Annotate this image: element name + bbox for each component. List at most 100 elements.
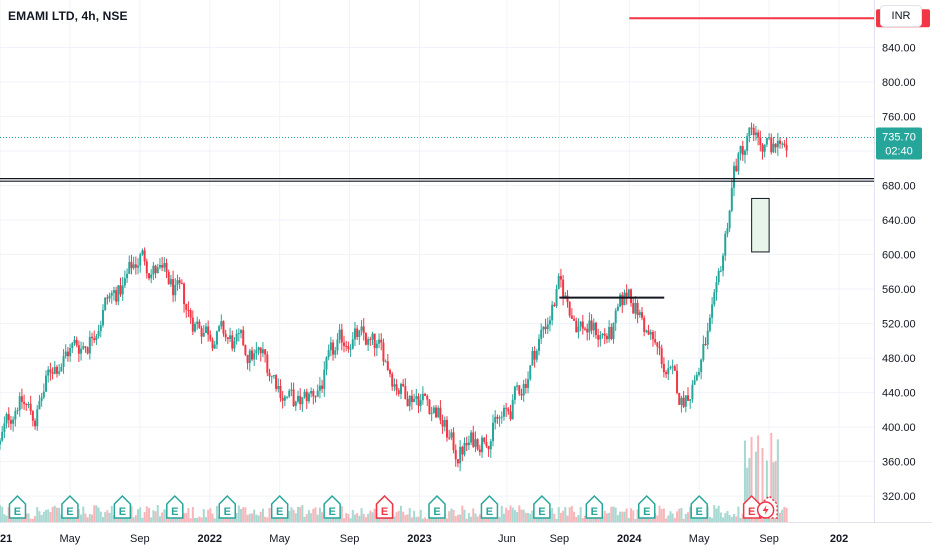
volume-bar	[406, 514, 409, 522]
candle-body	[303, 391, 306, 398]
candle-body	[781, 143, 784, 145]
candle-body	[220, 321, 223, 327]
earnings-marker[interactable]: E	[480, 494, 499, 519]
volume-bar	[676, 511, 679, 522]
volume-bar	[671, 513, 674, 522]
candle-body	[371, 333, 374, 340]
candle-body	[559, 275, 562, 280]
price-axis-bg	[874, 0, 932, 550]
earnings-marker[interactable]: E	[61, 494, 79, 519]
candle-body	[141, 250, 144, 255]
candle-body	[634, 302, 637, 314]
candle-body	[640, 312, 643, 318]
candle-body	[553, 304, 556, 307]
earnings-marker[interactable]: E	[585, 494, 604, 519]
earnings-marker[interactable]: E	[428, 494, 446, 519]
earnings-marker[interactable]: E	[113, 494, 132, 519]
x-tick-label: Sep	[550, 533, 570, 545]
candle-body	[708, 317, 711, 331]
candle-body	[601, 333, 604, 336]
candle-body	[373, 333, 376, 349]
candle-body	[380, 339, 383, 343]
candle-body	[419, 400, 422, 406]
candle-body	[540, 329, 543, 339]
candle-body	[332, 342, 335, 355]
x-tick-label: 2021	[0, 533, 12, 545]
candle-body	[658, 346, 661, 349]
candle-body	[235, 333, 238, 342]
volume-bar	[139, 507, 142, 522]
volume-bar	[185, 512, 188, 522]
earnings-missed-marker[interactable]: E	[375, 494, 394, 519]
volume-bar	[137, 509, 140, 522]
earnings-marker-shape	[690, 494, 708, 519]
y-tick-label: 680.00	[882, 181, 916, 193]
y-tick-label: 520.00	[882, 319, 916, 331]
earnings-marker[interactable]: E	[218, 494, 236, 519]
earnings-marker[interactable]: E	[8, 494, 27, 519]
earnings-marker[interactable]: E	[270, 494, 289, 519]
x-tick-label: Jun	[498, 533, 516, 545]
candle-body	[185, 304, 188, 310]
volume-bar	[619, 511, 622, 522]
earnings-marker[interactable]: E	[533, 494, 551, 519]
volume-bar	[312, 508, 315, 522]
volume-bar	[704, 518, 707, 522]
range-box	[751, 197, 770, 253]
volume-bar	[360, 508, 363, 522]
candle-body	[538, 338, 541, 351]
volume-bar	[86, 517, 89, 522]
candle-body	[191, 317, 194, 332]
volume-bar	[625, 508, 628, 522]
volume-bar	[3, 514, 6, 522]
candle-body	[137, 265, 140, 268]
candle-body	[226, 337, 229, 340]
volume-bar	[746, 467, 749, 522]
candle-body	[86, 347, 89, 354]
volume-bar	[369, 510, 372, 522]
candle-body	[242, 330, 245, 346]
candle-body	[485, 441, 488, 447]
x-tick-label: 2024	[617, 533, 642, 545]
candle-body	[717, 270, 720, 283]
volume-bar	[757, 435, 760, 522]
candle-body	[669, 367, 672, 369]
candle-body	[187, 309, 190, 311]
candle-body	[421, 393, 424, 401]
volume-bar	[349, 518, 352, 522]
volume-bar	[524, 512, 527, 522]
candle-body	[150, 274, 153, 279]
volume-bar	[97, 507, 100, 522]
earnings-marker[interactable]: E	[690, 494, 708, 519]
volume-bar	[518, 505, 521, 522]
candle-body	[706, 330, 709, 345]
candle-body	[1, 431, 4, 441]
volume-bar	[250, 513, 253, 522]
candle-body	[719, 270, 722, 272]
lightning-icon-bolt	[762, 505, 769, 515]
earnings-marker[interactable]: E	[638, 494, 656, 519]
volume-bar	[680, 508, 683, 522]
volume-bar	[785, 507, 788, 522]
volume-bar	[687, 512, 690, 522]
volume-bar	[665, 518, 668, 522]
lightning-icon[interactable]	[756, 501, 775, 519]
volume-bar	[134, 515, 137, 522]
candle-body	[715, 282, 718, 293]
earnings-marker[interactable]: E	[323, 494, 341, 519]
volume-bar	[568, 507, 571, 522]
candle-body	[673, 366, 676, 371]
candle-body	[533, 351, 536, 360]
candle-body	[301, 397, 304, 405]
candle-body	[117, 285, 120, 302]
volume-bar	[47, 509, 50, 522]
volume-bar	[143, 512, 146, 522]
volume-bar	[608, 512, 611, 522]
candle-body	[588, 320, 591, 333]
earnings-marker-shape	[113, 494, 132, 519]
volume-bars	[0, 433, 788, 522]
earnings-marker[interactable]: E	[166, 494, 184, 519]
currency-button[interactable]: INR	[880, 5, 922, 27]
volume-bar	[614, 507, 617, 522]
